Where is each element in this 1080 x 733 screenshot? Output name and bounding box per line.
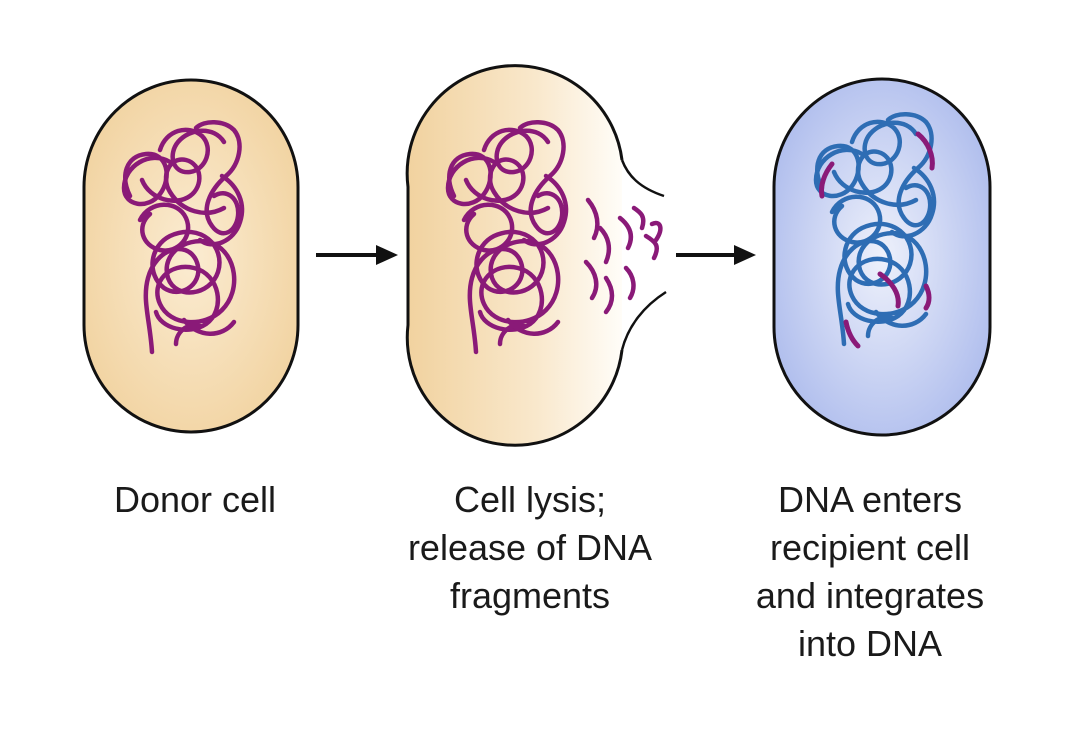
cell-lysis-caption: Cell lysis; release of DNA fragments [375, 476, 685, 620]
recipient-cell-caption: DNA enters recipient cell and integrates… [720, 476, 1020, 668]
donor-cell [82, 78, 300, 434]
caption-line: and integrates [755, 575, 985, 616]
caption-line: recipient cell [769, 527, 971, 568]
recipient-cell [772, 77, 992, 437]
caption-line: into DNA [797, 623, 943, 664]
caption-line: Cell lysis; [453, 479, 606, 520]
integrated-donor-dna-segments [819, 131, 935, 349]
right-arrow-icon [316, 245, 398, 265]
caption-line: DNA enters [777, 479, 963, 520]
donor-cell-caption: Donor cell [60, 476, 330, 524]
caption-line: fragments [449, 575, 611, 616]
caption-line: release of DNA [407, 527, 653, 568]
released-dna-fragments [583, 197, 663, 315]
right-arrow-icon [676, 245, 756, 265]
membrane-rupture-lines [620, 159, 667, 351]
caption-line: Donor cell [113, 479, 277, 520]
lysing-cell [405, 64, 667, 447]
